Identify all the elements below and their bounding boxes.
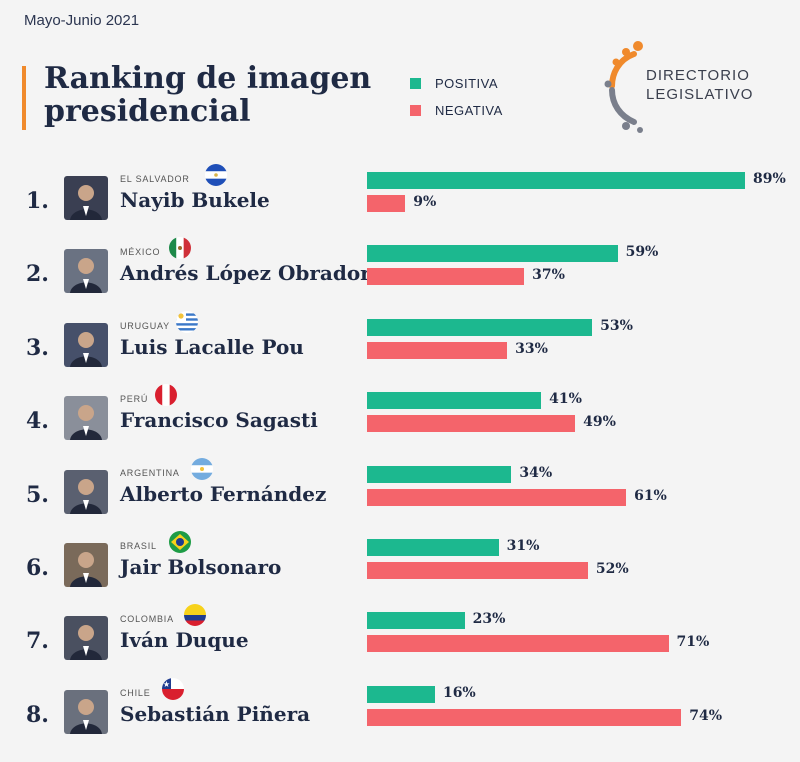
- country-label: COLOMBIA: [120, 614, 174, 625]
- president-name: Sebastián Piñera: [120, 701, 311, 726]
- value-label-positiva: 31%: [506, 538, 540, 554]
- mexico-flag-icon: [169, 237, 192, 260]
- country-label: EL SALVADOR: [120, 174, 190, 184]
- title-line-2: presidencial: [44, 94, 251, 129]
- president-name: Nayib Bukele: [120, 188, 270, 212]
- country-label: CHILE: [120, 687, 151, 698]
- legend-label-positive: POSITIVA: [435, 76, 498, 91]
- president-photo: [64, 543, 108, 587]
- bar-positiva: [367, 318, 593, 336]
- legend-swatch-negative: [410, 105, 421, 116]
- value-label-negativa: 74%: [689, 707, 723, 724]
- value-label-positiva: 41%: [549, 391, 582, 408]
- rank-number: 8.: [26, 701, 49, 728]
- bar-positiva: [367, 392, 542, 410]
- value-label-positiva: 53%: [600, 317, 633, 334]
- uruguay-flag-icon: [176, 310, 199, 333]
- logo-mark-icon: [604, 41, 643, 133]
- legend-label-negative: NEGATIVA: [435, 103, 503, 118]
- bar-negativa: [367, 341, 508, 359]
- president-name: Iván Duque: [120, 628, 249, 653]
- country-label: URUGUAY: [120, 320, 170, 331]
- bar-negativa: [367, 708, 682, 726]
- argentina-flag-icon: [190, 457, 213, 480]
- logo-text-line-1: DIRECTORIO: [646, 67, 750, 84]
- value-label-positiva: 34%: [519, 464, 553, 481]
- title-accent-bar: [22, 66, 26, 130]
- brasil-flag-icon: [169, 531, 192, 553]
- directorio-legislativo-logo: DIRECTORIO LEGISLATIVO: [600, 38, 790, 134]
- page-title: Ranking de imagen presidencial: [44, 62, 371, 128]
- country-label: MÉXICO: [120, 247, 161, 258]
- country-label: BRASIL: [120, 541, 157, 551]
- bar-positiva: [367, 465, 512, 483]
- president-photo: [64, 322, 108, 367]
- country-label: PERÚ: [120, 394, 149, 405]
- legend-swatch-positive: [410, 78, 421, 89]
- president-name: Alberto Fernández: [120, 481, 327, 506]
- peru-flag-icon: [154, 384, 177, 407]
- president-photo: [64, 396, 108, 441]
- value-label-negativa: 37%: [532, 267, 565, 284]
- bar-positiva: [367, 172, 745, 189]
- value-label-negativa: 49%: [583, 414, 616, 431]
- value-label-negativa: 61%: [634, 487, 667, 504]
- bar-negativa: [367, 635, 669, 653]
- bar-negativa: [367, 562, 588, 579]
- president-name: Luis Lacalle Pou: [120, 334, 304, 359]
- bar-positiva: [367, 685, 435, 703]
- bar-negativa: [367, 415, 576, 433]
- bar-positiva: [367, 612, 465, 630]
- chile-flag-icon: [162, 677, 184, 700]
- president-name: Jair Bolsonaro: [120, 555, 282, 579]
- title-line-1: Ranking de imagen: [44, 61, 372, 96]
- value-label-positiva: 59%: [625, 244, 659, 261]
- legend-item-negative: NEGATIVA: [410, 97, 503, 124]
- rank-number: 7.: [26, 628, 49, 655]
- value-label-positiva: 89%: [753, 171, 786, 187]
- rank-number: 4.: [26, 408, 49, 435]
- bar-negativa: [367, 488, 627, 506]
- rank-number: 1.: [26, 188, 49, 214]
- logo-text: DIRECTORIO LEGISLATIVO: [646, 66, 753, 104]
- bar-negativa: [367, 268, 525, 286]
- rank-number: 2.: [26, 261, 49, 288]
- rank-number: 3.: [26, 334, 49, 361]
- value-label-positiva: 23%: [472, 611, 506, 628]
- rank-number: 5.: [26, 481, 49, 508]
- el-salvador-flag-icon: [205, 164, 228, 186]
- president-photo: [64, 249, 108, 294]
- country-label: ARGENTINA: [120, 467, 180, 478]
- bar-positiva: [367, 245, 618, 263]
- colombia-flag-icon: [183, 604, 206, 627]
- rank-number: 6.: [26, 555, 49, 581]
- president-photo: [64, 469, 108, 514]
- president-name: Francisco Sagasti: [120, 408, 318, 433]
- value-label-negativa: 71%: [676, 634, 710, 651]
- date-label: Mayo-Junio 2021: [24, 12, 140, 29]
- logo-text-line-2: LEGISLATIVO: [646, 86, 754, 103]
- president-photo: [64, 689, 108, 734]
- legend-item-positive: POSITIVA: [410, 70, 503, 97]
- value-label-negativa: 52%: [595, 561, 629, 577]
- bar-negativa: [367, 195, 406, 212]
- president-photo: [64, 176, 108, 220]
- president-name: Andrés López Obrador: [120, 261, 371, 286]
- value-label-negativa: 9%: [413, 194, 437, 210]
- value-label-positiva: 16%: [442, 684, 476, 701]
- value-label-negativa: 33%: [515, 340, 548, 357]
- bar-positiva: [367, 539, 499, 556]
- legend: POSITIVA NEGATIVA: [410, 70, 503, 124]
- president-photo: [64, 616, 108, 661]
